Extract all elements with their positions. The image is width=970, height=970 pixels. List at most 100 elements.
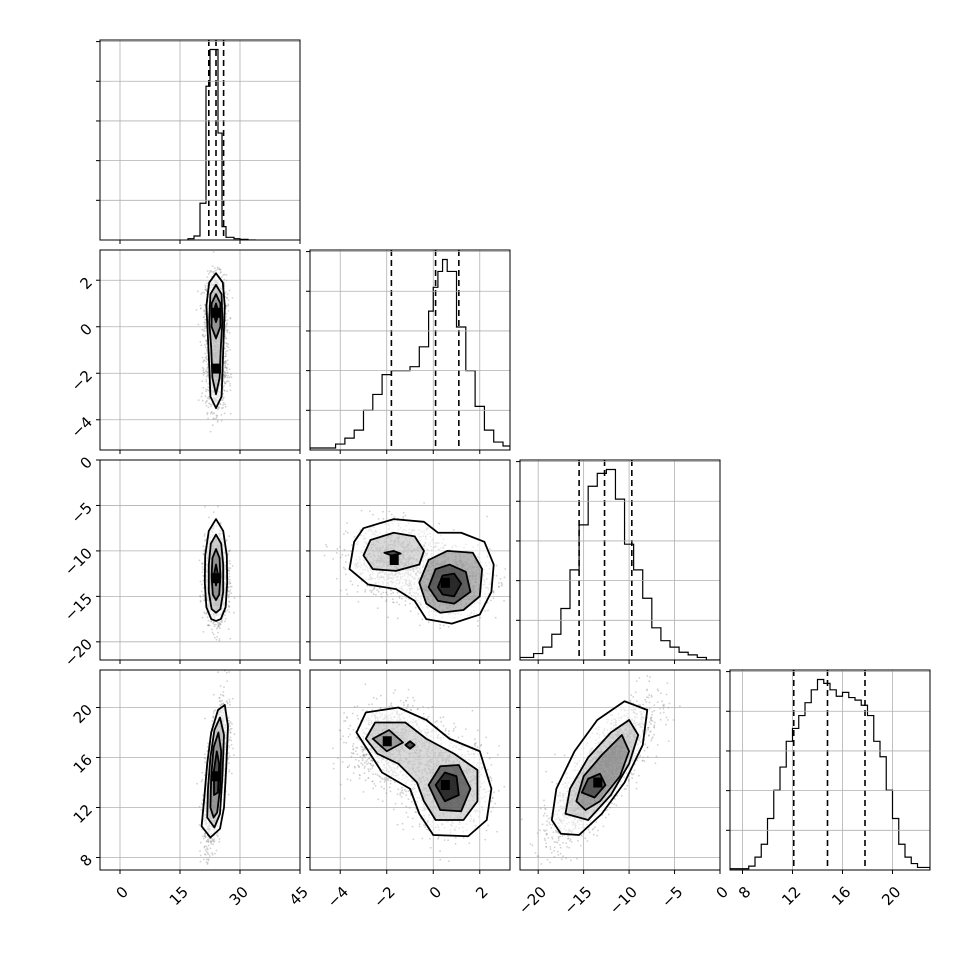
sample-point — [229, 317, 232, 319]
sample-point — [202, 371, 205, 374]
sample-point — [218, 639, 221, 642]
sample-point — [207, 273, 210, 275]
sample-point — [225, 355, 227, 358]
sample-point — [210, 270, 213, 272]
panel-frame — [99, 249, 301, 451]
sample-point — [213, 412, 216, 415]
sample-point — [219, 272, 222, 274]
sample-point — [205, 339, 208, 342]
sample-point — [364, 589, 367, 591]
sample-point — [204, 311, 207, 313]
sample-point — [219, 627, 221, 630]
sample-point — [223, 360, 226, 363]
sample-point — [216, 636, 219, 638]
panel-content — [323, 502, 507, 630]
sample-point — [224, 375, 227, 378]
sample-point — [224, 352, 227, 354]
scatter-contour-panel — [96, 249, 301, 454]
sample-point — [208, 624, 211, 627]
sample-point — [218, 268, 221, 271]
sample-point — [216, 627, 218, 630]
sample-point — [364, 590, 367, 593]
sample-point — [202, 369, 205, 371]
sample-point — [207, 374, 210, 377]
sample-point — [208, 516, 210, 519]
sample-point — [227, 553, 230, 556]
sample-point — [423, 502, 425, 504]
sample-point — [199, 580, 202, 583]
sample-point — [229, 567, 232, 570]
sample-point — [220, 271, 222, 273]
histogram-step-line — [187, 48, 256, 240]
sample-point — [226, 331, 229, 334]
sample-point — [230, 376, 233, 378]
sample-point — [219, 268, 222, 271]
sample-point — [204, 288, 207, 291]
sample-point — [203, 310, 205, 313]
sample-point — [229, 585, 232, 588]
histogram-panel — [726, 669, 931, 874]
sample-point — [353, 536, 356, 538]
sample-point — [222, 274, 225, 276]
sample-point — [393, 516, 396, 518]
panel-frame — [729, 669, 931, 871]
sample-point — [203, 599, 206, 602]
sample-point — [202, 574, 205, 577]
sample-point — [372, 513, 374, 516]
sample-point — [224, 337, 227, 340]
sample-point — [229, 348, 232, 351]
sample-point — [371, 589, 373, 592]
sample-point — [228, 550, 231, 553]
sample-point — [343, 548, 346, 551]
sample-point — [228, 580, 231, 583]
sample-point — [396, 601, 398, 604]
sample-point — [202, 587, 205, 589]
sample-point — [404, 604, 407, 607]
sample-point — [203, 323, 206, 325]
sample-point — [227, 303, 230, 306]
sample-point — [220, 276, 223, 278]
sample-point — [229, 589, 232, 591]
sample-point — [205, 612, 208, 615]
sample-point — [204, 288, 207, 291]
sample-point — [224, 316, 227, 318]
sample-point — [227, 346, 230, 349]
sample-point — [216, 408, 219, 411]
sample-point — [223, 389, 226, 392]
sample-point — [228, 560, 231, 562]
sample-point — [224, 355, 227, 358]
sample-point — [216, 626, 219, 629]
sample-point — [227, 343, 230, 345]
sample-point — [204, 344, 206, 346]
sample-point — [201, 334, 204, 337]
sample-point — [224, 382, 227, 385]
sample-point — [225, 324, 227, 326]
sample-point — [335, 577, 338, 580]
sample-point — [202, 579, 205, 582]
sample-point — [230, 373, 232, 376]
sample-point — [201, 571, 204, 574]
sample-point — [199, 600, 202, 602]
sample-point — [339, 545, 341, 548]
sample-point — [227, 596, 230, 599]
sample-point — [213, 621, 216, 623]
sample-point — [203, 533, 206, 535]
sample-point — [203, 335, 206, 338]
sample-point — [203, 327, 206, 330]
sample-point — [378, 587, 381, 590]
sample-point — [207, 624, 210, 626]
sample-point — [203, 315, 206, 318]
sample-point — [195, 309, 198, 311]
sample-point — [222, 406, 224, 409]
sample-point — [222, 401, 225, 404]
sample-point — [227, 310, 230, 312]
sample-point — [223, 380, 226, 383]
sample-point — [206, 388, 209, 391]
sample-point — [230, 592, 233, 595]
sample-point — [224, 376, 227, 379]
sample-point — [220, 414, 223, 416]
sample-point — [206, 397, 209, 400]
sample-point — [226, 372, 229, 375]
sample-point — [205, 380, 208, 383]
sample-point — [198, 559, 201, 562]
